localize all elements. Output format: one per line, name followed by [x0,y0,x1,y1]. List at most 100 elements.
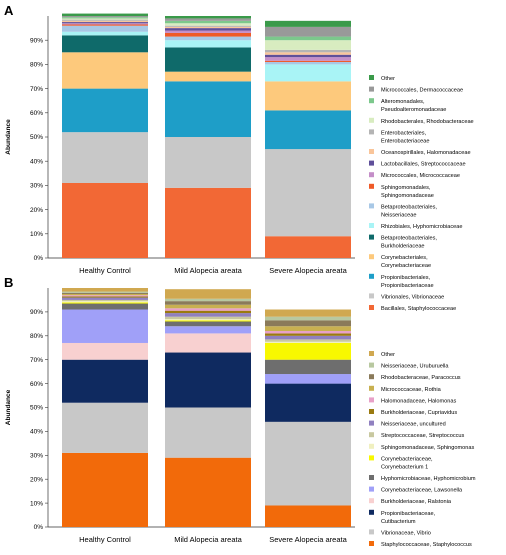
legend-swatch [369,498,374,504]
bar-segment [165,320,251,322]
bar-segment [62,20,148,23]
y-tick-label: 40% [30,158,43,165]
legend-label: Oceanospirillales, Halomonadaceae [381,150,471,156]
legend-label: Streptococcaceae, Streptococcus [381,433,465,439]
legend-label: Enterobacteriales, [381,130,427,136]
legend-label: Bacillales, Staphylococcaceae [381,306,456,312]
legend-label: Neisseriaceae, Uruburuella [381,364,449,370]
bar-segment [62,19,148,21]
legend-label: Corynebacteriales, [381,255,428,261]
bar-segment [265,421,351,506]
bar-segment [165,289,251,299]
bar-segment [165,304,251,309]
bar-segment [165,301,251,305]
bar-segment [165,23,251,26]
bar-segment [62,18,148,20]
legend-label: Rhodobacteraceae, Paracoccus [381,375,461,381]
bar-segment [62,52,148,89]
legend-swatch [369,203,374,209]
bar-segment [62,288,148,292]
legend-label: Micrococcales, Micrococcaceae [381,173,460,179]
legend-label: Corynebacterium 1 [381,464,428,470]
bar-segment [165,407,251,458]
legend-swatch [369,351,374,356]
bar-segment [62,13,148,16]
bar-segment [165,298,251,302]
legend-label: Neisseriaceae [381,212,416,218]
y-tick-label: 0% [34,524,44,531]
bar-segment [265,320,351,327]
legend-label: Burkholderiaceae [381,244,425,250]
legend-swatch [369,443,374,449]
legend-swatch [369,223,374,228]
legend-label: Micrococcaceae, Rothia [381,387,442,393]
bar-segment [165,457,251,527]
legend-swatch [369,160,374,166]
legend-swatch [369,529,374,535]
legend-label: Sphingomonadaceae [381,193,434,199]
y-tick-label: 40% [30,429,43,436]
x-tick-label: Healthy Control [79,266,131,275]
bar-segment [265,61,351,65]
bar-segment [165,25,251,27]
legend-swatch [369,475,374,480]
legend-label: Lactobacillales, Streptococcaceae [381,162,466,168]
y-axis-label: Abundance [5,119,12,155]
bar-segment [62,296,148,298]
bar-segment [265,64,351,82]
bar-segment [165,26,251,29]
bar-segment [165,137,251,188]
legend-label: Enterobacteriaceae [381,138,430,144]
legend-label: Other [381,76,395,82]
bar-segment [265,110,351,150]
bar-segment [165,187,251,258]
x-tick-label: Severe Alopecia areata [269,535,347,544]
y-tick-label: 50% [30,405,43,412]
bar-segment [265,331,351,334]
legend-swatch [369,455,374,461]
bar-segment [165,36,251,41]
legend-label: Neisseriaceae, uncultured [381,422,446,428]
legend-label: Cutibacterium [381,519,416,525]
y-tick-label: 30% [30,183,43,190]
legend-label: Other [381,352,395,358]
bar-segment [265,60,351,62]
legend-swatch [369,509,374,515]
bar-segment [62,309,148,343]
y-tick-label: 90% [30,37,43,44]
bar-segment [265,236,351,258]
panel-label: A [4,3,14,18]
bar-segment [165,313,251,317]
bar-segment [62,88,148,133]
legend-swatch [369,149,374,154]
legend-label: Alteromonadales, [381,99,425,105]
legend-swatch [369,432,374,438]
legend-label: Halomonadaceae, Halomonas [381,398,456,404]
legend-label: Hyphomicrobiaceae, Hyphomicrobium [381,476,476,482]
y-tick-label: 50% [30,134,43,141]
bar-segment [165,333,251,353]
bar-segment [265,52,351,55]
bar-segment [165,32,251,37]
bar-segment [265,309,351,317]
bar-segment [62,299,148,302]
bar-segment [62,342,148,360]
legend-label: Propionibacteriaceae, [381,511,436,517]
y-axis-label: Abundance [5,389,12,425]
legend-swatch [369,234,374,240]
bar-segment [265,36,351,41]
bar-segment [265,57,351,61]
panel-label: B [4,275,13,290]
bar-segment [62,292,148,294]
chart-panel-b: B Abundance 0% 10% 20% 30% 40% 50% 60% 70% 80% 90% H… [4,275,476,548]
bar-segment [62,132,148,183]
legend-swatch [369,420,374,426]
legend-label: Sphingomonadaceae, Sphingomonas [381,445,475,451]
legend-label: Burkholderiaceae, Ralstonia [381,499,452,505]
bar-segment [62,301,148,303]
bar-segment [165,40,251,48]
bar-segment [62,24,148,26]
legend-label: Vibrionaceae, Vibrio [381,530,431,536]
legend-label: Micrococcales, Dermacoccaceae [381,88,463,94]
y-tick-label: 30% [30,453,43,460]
